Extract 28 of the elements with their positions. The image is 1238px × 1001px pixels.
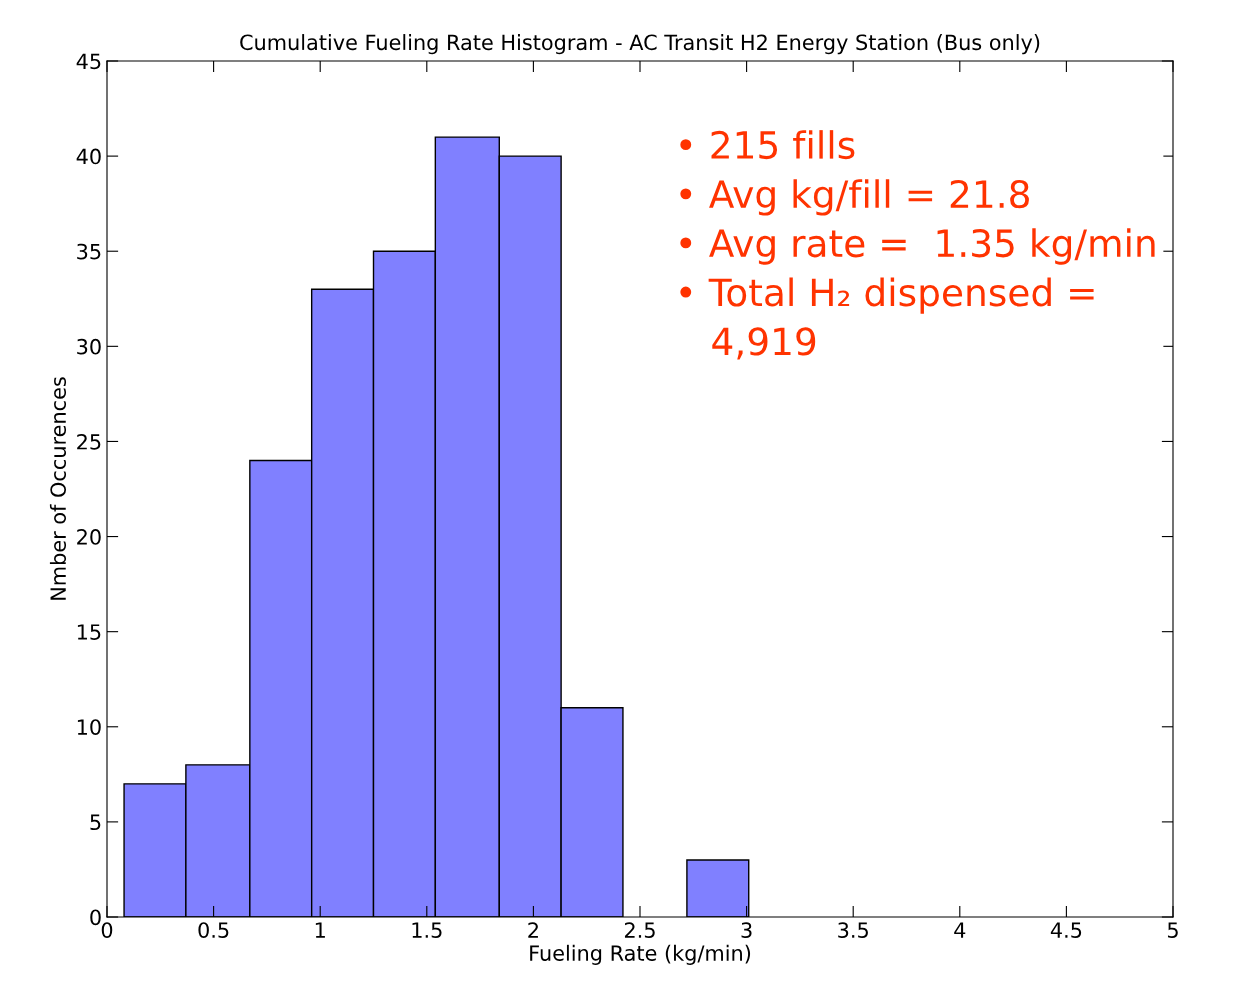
annotation: • Avg kg/fill = 21.8 xyxy=(680,179,1029,216)
x-tick-label: 1.5 xyxy=(412,922,442,938)
x-tick-label: 3 xyxy=(741,922,752,938)
y-tick-label: 15 xyxy=(77,624,101,640)
y-tick-label: 20 xyxy=(77,529,101,545)
y-tick-label: 5 xyxy=(90,814,101,831)
y-tick-label: 35 xyxy=(77,243,101,260)
y-tick-label: 25 xyxy=(77,433,101,450)
x-tick-label: 4.5 xyxy=(1050,922,1082,938)
x-tick-label: 4 xyxy=(954,922,966,938)
y-tick-label: 30 xyxy=(77,338,101,355)
x-tick-label: 0 xyxy=(101,922,113,938)
y-axis-title: Nmber of Occurences xyxy=(49,377,67,600)
annotation: • 215 fills xyxy=(680,130,855,160)
x-axis-title: Fueling Rate (kg/min) xyxy=(530,944,751,965)
annotation: • Avg rate = 1.35 kg/min xyxy=(680,228,1155,265)
x-tick-label: 5 xyxy=(1167,922,1178,938)
x-tick-label: 3.5 xyxy=(838,922,868,938)
y-tick-label: 45 xyxy=(76,53,101,70)
y-tick-label: 0 xyxy=(90,909,101,926)
x-tick-label: 0.5 xyxy=(198,922,229,938)
y-tick-label: 40 xyxy=(76,148,101,165)
annotation: • Total H₂ dispensed = 4,919 xyxy=(680,277,1094,360)
chart-title: Cumulative Fueling Rate Histogram - AC Transit H2 Energy Station (Bus only) xyxy=(240,34,1040,55)
x-tick-label: 2 xyxy=(528,922,538,938)
y-tick-label: 10 xyxy=(77,719,101,735)
x-tick-label: 1 xyxy=(315,922,325,938)
x-tick-label: 2.5 xyxy=(624,922,655,938)
